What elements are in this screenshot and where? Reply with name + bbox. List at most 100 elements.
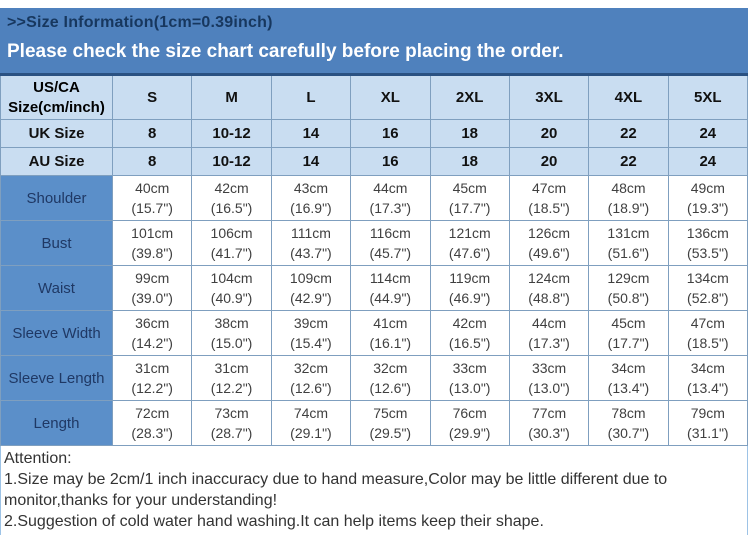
measurement-cm-value: 134cm [686, 270, 729, 286]
measurement-cell: 39cm (15.4") [270, 310, 352, 356]
measurement-cm-value: 111cm [290, 225, 331, 241]
measurement-inch-value: (29.5") [369, 425, 412, 441]
measurement-cm-value: 44cm [531, 315, 567, 331]
measurement-cell: 44cm (17.3") [350, 175, 431, 221]
size-number-cell: 20 [508, 119, 590, 148]
measurement-inch-value: (31.1") [687, 425, 729, 441]
size-number-cell: 14 [270, 119, 352, 148]
measurement-cm-value: 48cm [611, 180, 646, 196]
measurement-cell: 34cm (13.4") [588, 355, 669, 401]
size-column-header: 4XL [588, 74, 669, 120]
measurement-cell: 32cm (12.6") [270, 355, 352, 401]
measurement-inch-value: (16.9") [290, 200, 332, 216]
measurement-label: Bust [0, 220, 113, 266]
measurement-cm-value: 31cm [214, 360, 249, 376]
measurement-label: Length [0, 400, 113, 446]
measurement-cell: 119cm (46.9") [429, 265, 510, 311]
measurement-cell: 106cm (41.7") [191, 220, 272, 266]
attention-section: Attention: 1.Size may be 2cm/1 inch inac… [0, 446, 748, 535]
measurement-cm-value: 38cm [214, 315, 249, 331]
measurement-cell: 31cm (12.2") [191, 355, 272, 401]
measurement-inch-value: (15.7") [131, 200, 173, 216]
measurement-cell: 116cm (45.7") [350, 220, 431, 266]
uk-size-label: UK Size [0, 119, 113, 148]
measurement-cm-value: 47cm [690, 315, 725, 331]
measurement-cell: 43cm (16.9") [270, 175, 352, 221]
measurement-cm-value: 34cm [690, 360, 725, 376]
measurement-label: Shoulder [0, 175, 113, 221]
attention-title: Attention: [4, 450, 72, 467]
measurement-cell: 32cm (12.6") [350, 355, 431, 401]
measurement-cm-value: 47cm [531, 180, 567, 196]
measurement-inch-value: (13.0") [528, 380, 570, 396]
measurement-cm-value: 119cm [449, 270, 491, 286]
size-column-header: 5XL [667, 74, 748, 120]
measurement-inch-value: (42.9") [290, 290, 332, 306]
measurement-cm-value: 33cm [531, 360, 567, 376]
measurement-cell: 111cm (43.7") [270, 220, 352, 266]
measurement-cell: 45cm (17.7") [429, 175, 510, 221]
measurement-cm-value: 33cm [452, 360, 487, 376]
measurement-cm-value: 114cm [369, 270, 411, 286]
banner-subtitle: Please check the size chart carefully be… [7, 41, 564, 62]
measurement-cm-value: 124cm [528, 270, 571, 286]
measurement-inch-value: (12.6") [290, 380, 332, 396]
size-number-cell: 22 [588, 119, 669, 148]
measurement-cell: 126cm (49.6") [508, 220, 590, 266]
measurement-inch-value: (43.7") [290, 245, 332, 261]
measurement-cm-value: 78cm [611, 405, 646, 421]
measurement-body: Shoulder 40cm (15.7") 42cm (16.5") 43cm (16.9"… [0, 175, 748, 446]
measurement-inch-value: (19.3") [687, 200, 729, 216]
size-number-cell: 14 [270, 147, 352, 176]
measurement-cell: 48cm (18.9") [588, 175, 669, 221]
measurement-cm-value: 41cm [373, 315, 408, 331]
measurement-cm-value: 72cm [135, 405, 170, 421]
measurement-inch-value: (45.7") [369, 245, 412, 261]
size-column-header: XL [350, 74, 431, 120]
attention-note-2: 2.Suggestion of cold water hand washing.… [4, 513, 544, 530]
au-size-label: AU Size [0, 147, 113, 176]
measurement-label: Sleeve Length [0, 355, 113, 401]
measurement-cm-value: 31cm [135, 360, 170, 376]
measurement-cell: 44cm (17.3") [508, 310, 590, 356]
measurement-inch-value: (15.0") [210, 335, 253, 351]
size-number-cell: 16 [350, 119, 431, 148]
corner-header-cell: US/CA Size(cm/inch) [0, 74, 113, 120]
corner-header-line2: Size(cm/inch) [8, 98, 105, 116]
size-number-cell: 8 [111, 147, 193, 176]
measurement-inch-value: (28.7") [210, 425, 253, 441]
measurement-inch-value: (13.4") [687, 380, 729, 396]
measurement-row: Sleeve Length 31cm (12.2") 31cm (12.2") 32cm (… [0, 355, 748, 401]
measurement-inch-value: (44.9") [369, 290, 412, 306]
size-number-cell: 18 [429, 147, 510, 176]
measurement-cell: 31cm (12.2") [111, 355, 193, 401]
size-number-cell: 24 [667, 119, 748, 148]
size-column-header: S [111, 74, 193, 120]
measurement-inch-value: (12.2") [131, 380, 173, 396]
measurement-cell: 42cm (16.5") [191, 175, 272, 221]
size-number-cell: 10-12 [191, 147, 272, 176]
measurement-inch-value: (47.6") [448, 245, 491, 261]
measurement-inch-value: (30.7") [607, 425, 650, 441]
measurement-cm-value: 34cm [611, 360, 646, 376]
measurement-cm-value: 43cm [293, 180, 329, 196]
measurement-inch-value: (17.3") [369, 200, 412, 216]
measurement-inch-value: (16.5") [210, 200, 253, 216]
measurement-cell: 79cm (31.1") [667, 400, 748, 446]
measurement-cm-value: 76cm [452, 405, 487, 421]
measurement-cell: 49cm (19.3") [667, 175, 748, 221]
measurement-inch-value: (15.4") [290, 335, 332, 351]
measurement-inch-value: (49.6") [528, 245, 570, 261]
measurement-inch-value: (18.9") [607, 200, 650, 216]
measurement-cell: 47cm (18.5") [508, 175, 590, 221]
measurement-row: Waist 99cm (39.0") 104cm (40.9") 109cm (42.9")… [0, 265, 748, 311]
measurement-cm-value: 136cm [686, 225, 729, 241]
measurement-inch-value: (13.4") [607, 380, 650, 396]
measurement-inch-value: (39.8") [131, 245, 173, 261]
measurement-cm-value: 126cm [528, 225, 571, 241]
measurement-inch-value: (48.8") [528, 290, 570, 306]
measurement-cell: 34cm (13.4") [667, 355, 748, 401]
measurement-inch-value: (17.7") [607, 335, 650, 351]
size-number-cell: 18 [429, 119, 510, 148]
measurement-cm-value: 129cm [607, 270, 650, 286]
